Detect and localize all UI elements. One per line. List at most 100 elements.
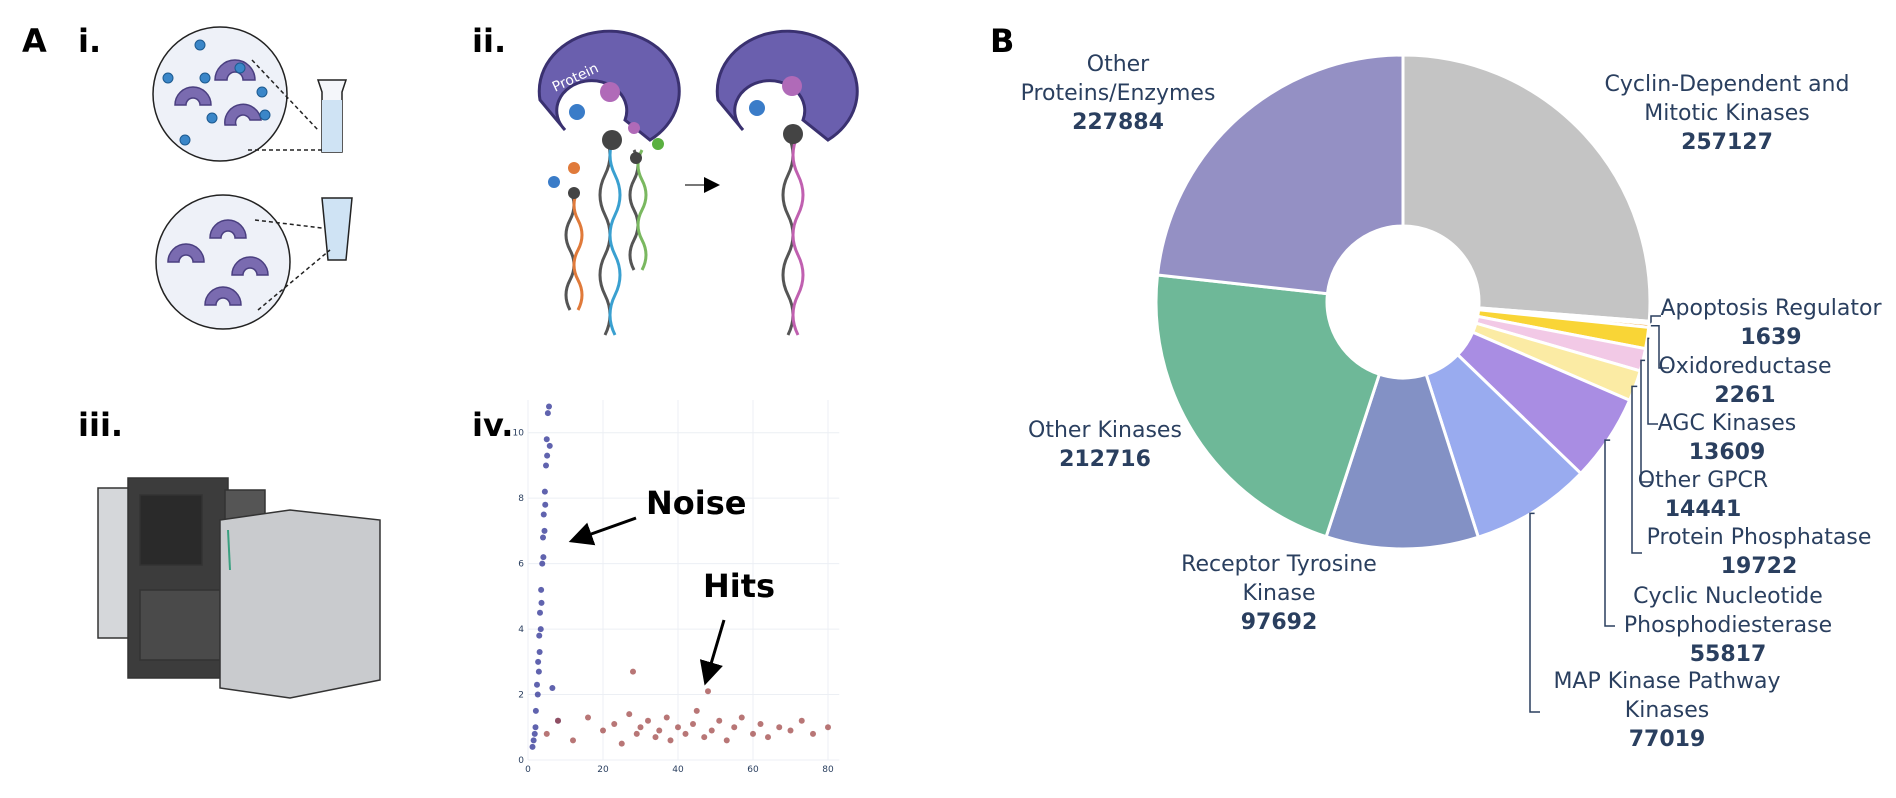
point bbox=[531, 730, 538, 737]
slice-label: Other Proteins/Enzymes 227884 bbox=[998, 50, 1238, 137]
slice-category: Other Kinases bbox=[1028, 418, 1182, 443]
leader-line bbox=[1604, 439, 1615, 627]
point bbox=[757, 721, 764, 727]
slice-category: Other GPCR bbox=[1637, 468, 1769, 493]
point bbox=[535, 658, 542, 665]
slice-value: 77019 bbox=[1628, 727, 1706, 752]
slice-value: 55817 bbox=[1689, 642, 1767, 667]
point bbox=[543, 436, 550, 443]
slice-value: 1639 bbox=[1740, 325, 1802, 350]
slice-label: Protein Phosphatase 19722 bbox=[1569, 523, 1896, 581]
slice-value: 14441 bbox=[1664, 497, 1742, 522]
panel-label: ii. bbox=[472, 22, 506, 60]
slice-category: Cyclin-Dependent and Mitotic Kinases bbox=[1604, 72, 1850, 126]
point bbox=[723, 737, 730, 744]
y-tick-label: 6 bbox=[518, 560, 524, 570]
point bbox=[544, 452, 551, 459]
y-tick-label: 10 bbox=[513, 429, 525, 439]
point bbox=[537, 626, 544, 633]
point bbox=[530, 737, 537, 744]
point bbox=[600, 727, 606, 734]
point bbox=[585, 714, 591, 721]
point bbox=[663, 714, 670, 721]
panel-label: iv. bbox=[472, 406, 513, 444]
point bbox=[539, 560, 546, 567]
annotation: Noise bbox=[646, 484, 746, 522]
point bbox=[618, 740, 625, 747]
point bbox=[537, 609, 543, 616]
point bbox=[543, 462, 549, 469]
point bbox=[656, 727, 663, 734]
annotation-arrow bbox=[568, 516, 637, 546]
x-tick-label: 20 bbox=[597, 765, 609, 775]
point bbox=[536, 632, 543, 639]
point bbox=[535, 668, 542, 675]
point bbox=[682, 730, 689, 737]
slice-value: 13609 bbox=[1688, 440, 1766, 465]
slice-category: Oxidoreductase bbox=[1658, 354, 1832, 379]
point bbox=[738, 714, 745, 721]
slice-label: AGC Kinases 13609 bbox=[1537, 409, 1896, 467]
point bbox=[534, 681, 540, 688]
donut-slice bbox=[1401, 53, 1652, 323]
point bbox=[765, 734, 771, 741]
point bbox=[693, 707, 700, 714]
slice-value: 2261 bbox=[1714, 383, 1776, 408]
donut-chart bbox=[1154, 53, 1669, 713]
leader-line bbox=[1650, 315, 1661, 324]
point bbox=[542, 501, 549, 508]
point bbox=[776, 724, 783, 731]
slice-category: AGC Kinases bbox=[1657, 411, 1797, 436]
point bbox=[708, 727, 715, 734]
donut-slice bbox=[1324, 372, 1481, 551]
x-tick-label: 60 bbox=[747, 765, 759, 775]
illustration-ii: Protein bbox=[537, 29, 859, 336]
point bbox=[541, 488, 548, 495]
point bbox=[701, 734, 708, 741]
slice-value: 97692 bbox=[1240, 610, 1318, 635]
slice-category: MAP Kinase Pathway Kinases bbox=[1553, 669, 1781, 723]
point bbox=[541, 527, 548, 534]
slice-label: Oxidoreductase 2261 bbox=[1555, 352, 1896, 410]
point bbox=[538, 599, 545, 606]
slice-category: Receptor Tyrosine Kinase bbox=[1181, 552, 1377, 606]
slice-category: Other Proteins/Enzymes bbox=[1020, 52, 1216, 106]
slice-value: 227884 bbox=[1072, 110, 1164, 135]
panel-label: iii. bbox=[78, 406, 123, 444]
y-tick-label: 2 bbox=[518, 691, 524, 701]
slice-category: Protein Phosphatase bbox=[1646, 525, 1872, 550]
point bbox=[534, 691, 541, 698]
slice-label: Apoptosis Regulator 1639 bbox=[1581, 294, 1896, 352]
donut-slice bbox=[1154, 273, 1382, 539]
slice-label: Receptor Tyrosine Kinase 97692 bbox=[1164, 550, 1394, 637]
x-tick-label: 0 bbox=[525, 765, 531, 775]
y-tick-label: 4 bbox=[518, 625, 524, 635]
point bbox=[633, 730, 640, 737]
point bbox=[532, 707, 539, 714]
y-tick-label: 8 bbox=[518, 494, 524, 504]
point bbox=[637, 724, 644, 731]
slice-label: Cyclic Nucleotide Phosphodiesterase 55817 bbox=[1608, 582, 1848, 669]
point bbox=[555, 717, 561, 724]
point bbox=[645, 717, 651, 724]
point bbox=[529, 743, 536, 750]
leader-line bbox=[1650, 325, 1669, 369]
point bbox=[690, 721, 696, 727]
point bbox=[543, 730, 550, 737]
slice-label: Other GPCR 14441 bbox=[1513, 466, 1893, 524]
point bbox=[798, 717, 805, 724]
slice-label: Cyclin-Dependent and Mitotic Kinases 2571… bbox=[1577, 70, 1877, 157]
panel-label: i. bbox=[78, 22, 101, 60]
slice-category: Apoptosis Regulator bbox=[1660, 296, 1882, 321]
point bbox=[630, 668, 636, 675]
slice-label: Other Kinases 212716 bbox=[915, 416, 1295, 474]
panel-label: B bbox=[990, 22, 1014, 60]
annotation-arrow bbox=[699, 619, 726, 686]
point bbox=[652, 734, 659, 741]
y-tick-label: 0 bbox=[518, 756, 524, 766]
point bbox=[626, 711, 633, 718]
point bbox=[546, 403, 552, 410]
point bbox=[705, 688, 711, 695]
slice-value: 212716 bbox=[1059, 447, 1151, 472]
x-tick-label: 40 bbox=[672, 765, 684, 775]
